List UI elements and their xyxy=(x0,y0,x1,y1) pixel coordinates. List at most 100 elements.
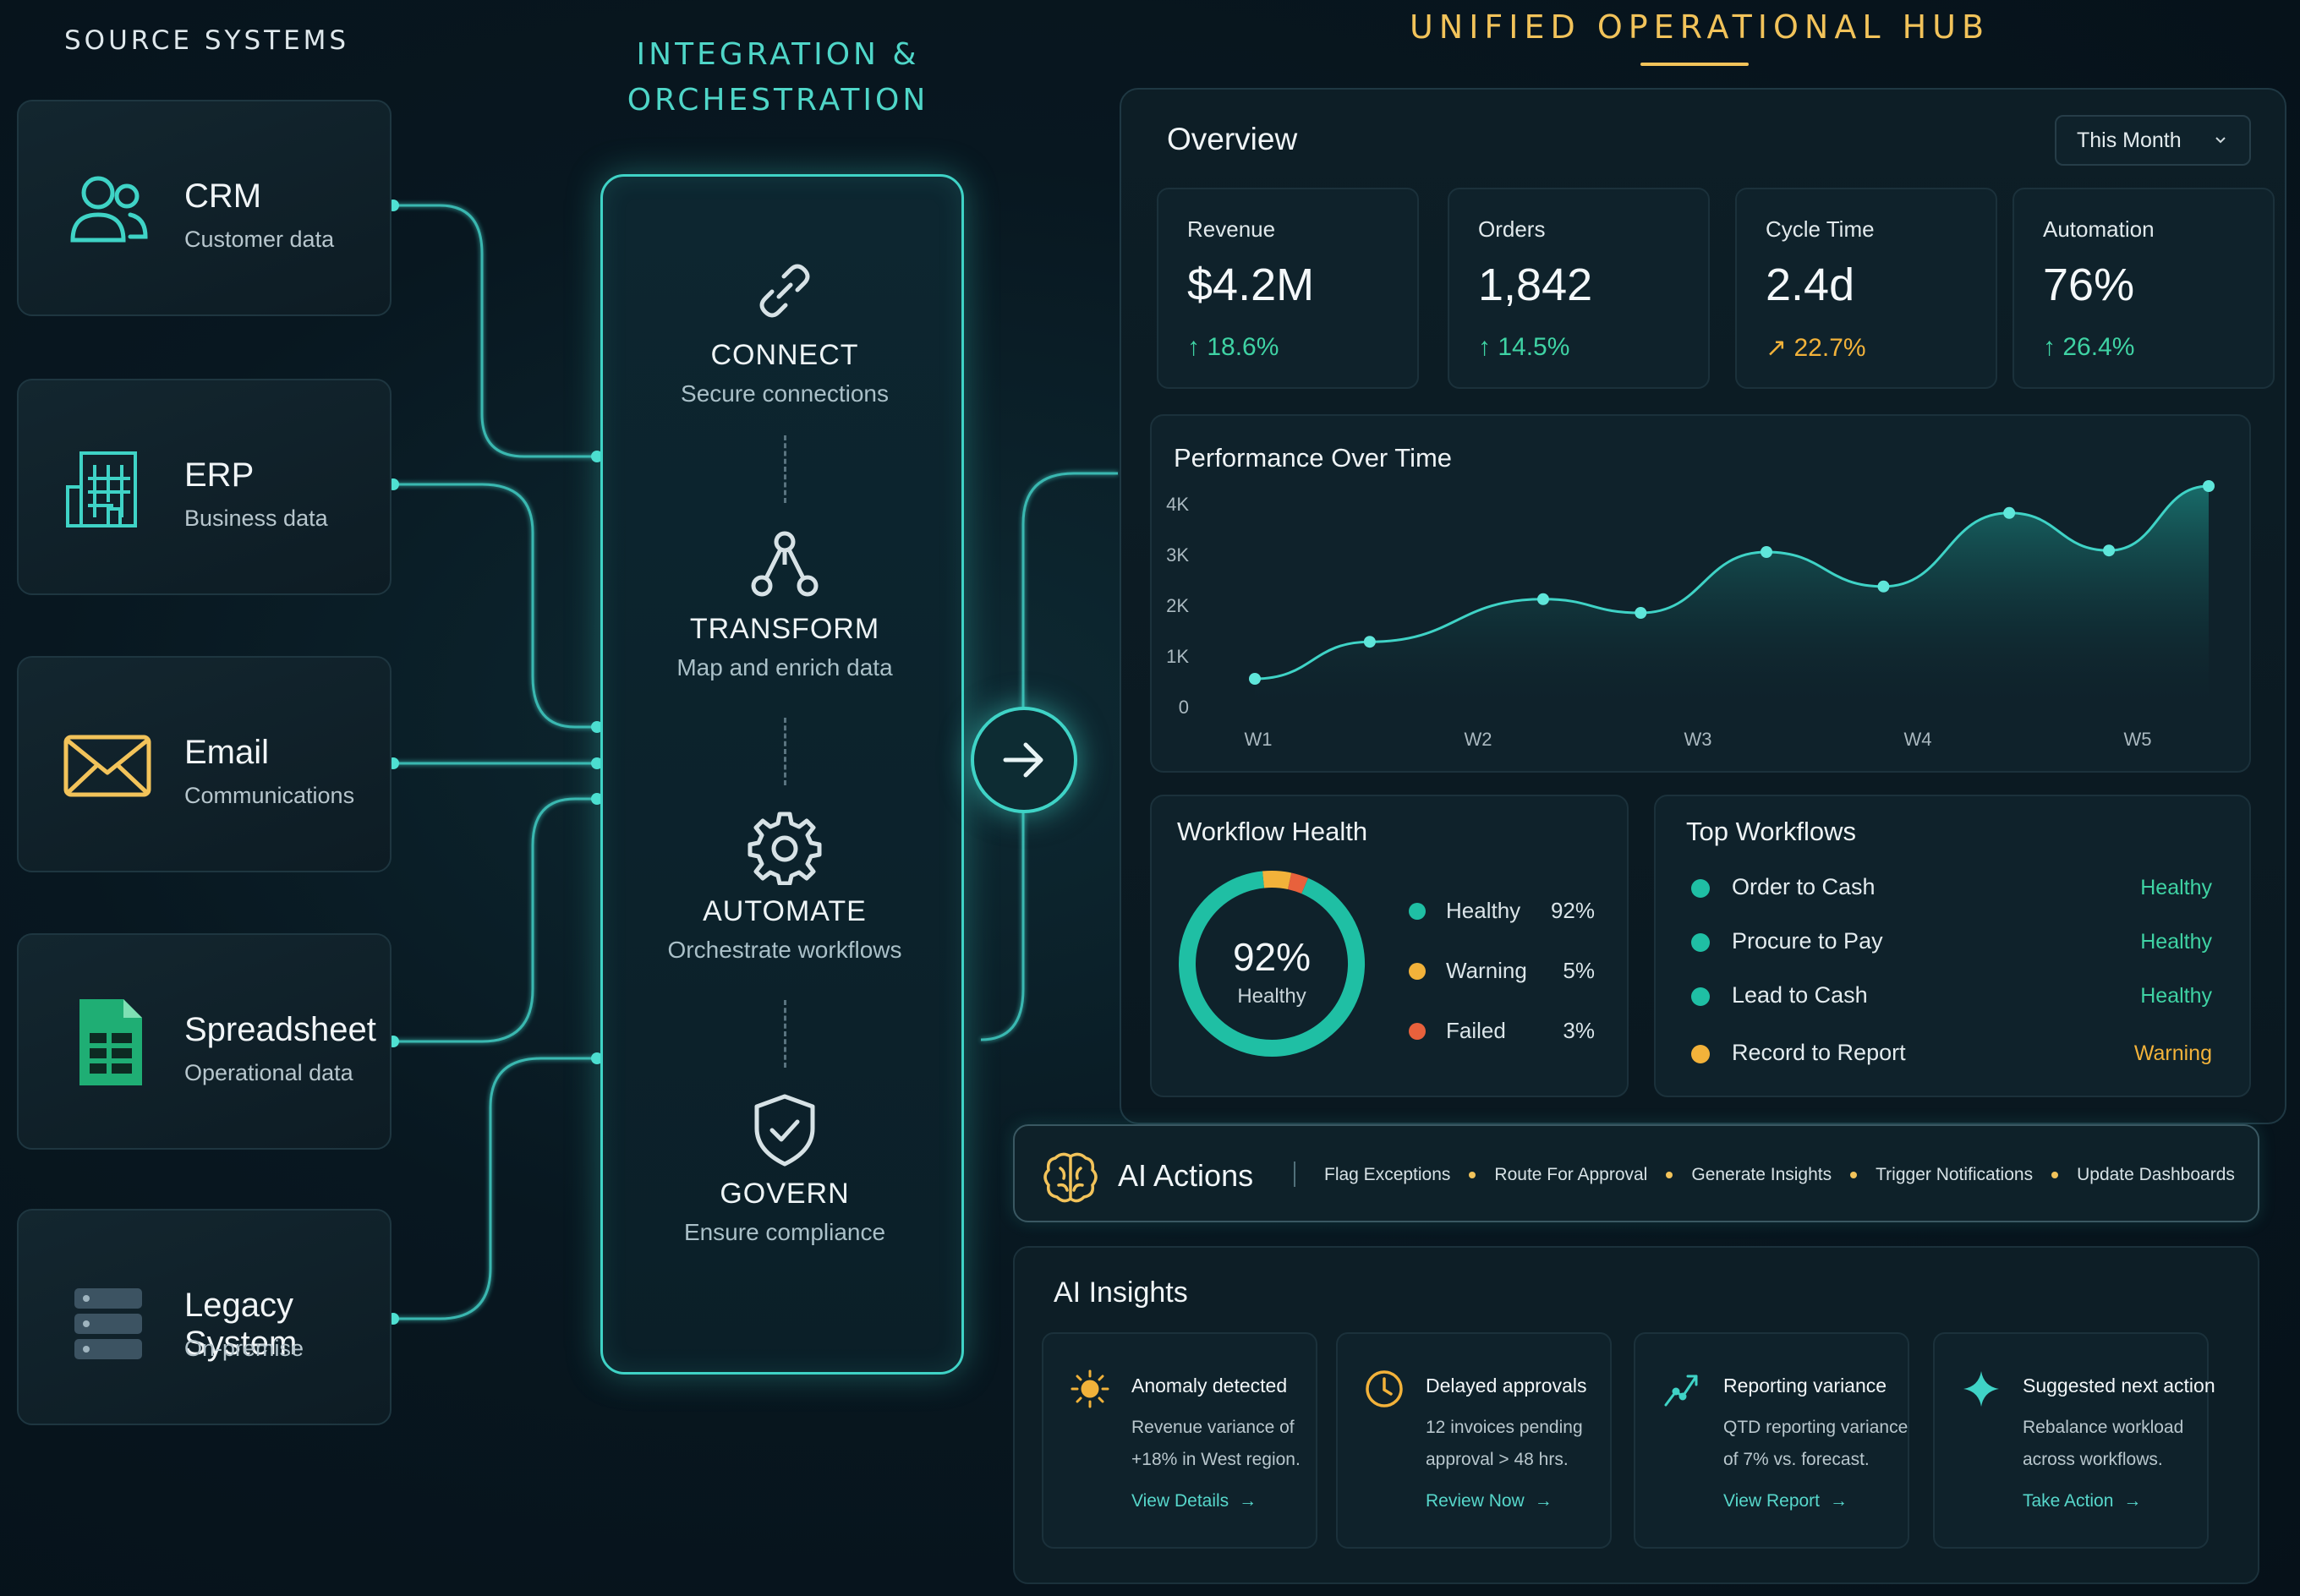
kpi-card-automation[interactable]: Automation 76% ↑ 26.4% xyxy=(2012,188,2275,389)
integration-title-line1: INTEGRATION & xyxy=(636,37,920,72)
kpi-label: Revenue xyxy=(1187,216,1276,242)
period-select[interactable]: This Month xyxy=(2055,115,2251,166)
source-card-crm[interactable]: CRM Customer data xyxy=(17,100,392,316)
workflow-status: Healthy xyxy=(2140,984,2212,1008)
kpi-card-orders[interactable]: Orders 1,842 ↑ 14.5% xyxy=(1448,188,1710,389)
clock-icon xyxy=(1366,1370,1403,1407)
insight-body: QTD reporting variance of 7% vs. forecas… xyxy=(1723,1412,1909,1476)
view-details-link[interactable]: View Details → xyxy=(1131,1491,1257,1511)
action-trigger-notifications[interactable]: Trigger Notifications xyxy=(1876,1165,2034,1184)
workflow-status: Healthy xyxy=(2140,876,2212,899)
donut-segment-failed[interactable] xyxy=(1287,872,1309,894)
workflow-name: Lead to Cash xyxy=(1732,982,1868,1008)
health-legend-failed: Failed 3% xyxy=(1409,1016,1595,1047)
hub-title: UNIFIED OPERATIONAL HUB xyxy=(1409,8,1991,46)
donut-segment-healthy[interactable] xyxy=(1179,871,1365,1057)
step-connect[interactable]: CONNECT Secure connections xyxy=(603,253,967,407)
insight-body-line: +18% in West region. xyxy=(1131,1450,1301,1469)
step-desc: Orchestrate workflows xyxy=(667,937,902,963)
status-dot xyxy=(1691,1045,1710,1063)
kpi-card-revenue[interactable]: Revenue $4.2M ↑ 18.6% xyxy=(1157,188,1419,389)
insight-card-reporting-variance[interactable]: Reporting variance QTD reporting varianc… xyxy=(1634,1332,1909,1549)
review-now-link[interactable]: Review Now → xyxy=(1426,1491,1552,1511)
action-separator xyxy=(1850,1172,1858,1178)
step-divider xyxy=(784,435,786,503)
chart-point[interactable] xyxy=(1249,673,1261,685)
step-desc: Secure connections xyxy=(681,380,889,407)
source-card-erp[interactable]: ERP Business data xyxy=(17,379,392,595)
action-flag-exceptions[interactable]: Flag Exceptions xyxy=(1324,1165,1451,1184)
chart-point[interactable] xyxy=(1877,580,1890,593)
step-govern[interactable]: GOVERN Ensure compliance xyxy=(603,1091,967,1246)
spreadsheet-icon xyxy=(79,999,142,1085)
insight-body-line: approval > 48 hrs. xyxy=(1426,1450,1569,1469)
kpi-delta: ↑ 14.5% xyxy=(1478,333,1569,362)
chart-point[interactable] xyxy=(2103,544,2116,557)
insight-card-anomaly[interactable]: Anomaly detected Revenue variance of +18… xyxy=(1042,1332,1317,1549)
integration-title-line2: ORCHESTRATION xyxy=(627,83,929,118)
source-systems-title: SOURCE SYSTEMS xyxy=(64,25,350,56)
envelope-icon xyxy=(63,735,151,797)
donut-segment-warning[interactable] xyxy=(1262,871,1292,890)
insight-card-suggested-action[interactable]: Suggested next action Rebalance workload… xyxy=(1933,1332,2215,1549)
insight-body-line: Revenue variance of xyxy=(1131,1418,1295,1437)
wire-crm xyxy=(393,204,597,458)
kpi-value: 2.4d xyxy=(1766,260,1855,310)
kpi-delta-value: 26.4% xyxy=(2062,333,2135,361)
source-name: Legacy System xyxy=(184,1287,298,1362)
integration-title: INTEGRATION & ORCHESTRATION xyxy=(592,32,964,123)
chart-point[interactable] xyxy=(2003,506,2016,519)
source-desc: On-premise xyxy=(184,1336,304,1361)
kpi-value: 76% xyxy=(2043,260,2135,310)
chart-point[interactable] xyxy=(1635,607,1647,619)
source-name: Email xyxy=(184,734,270,771)
flow-arrow-button[interactable] xyxy=(971,707,1077,813)
hub-title-underline xyxy=(1640,63,1749,66)
kpi-label: Automation xyxy=(2043,216,2155,242)
workflow-row[interactable]: Lead to Cash Healthy xyxy=(1691,979,2212,1013)
action-update-dashboards[interactable]: Update Dashboards xyxy=(2077,1165,2235,1184)
chart-point[interactable] xyxy=(1536,593,1549,605)
legend-name: Healthy xyxy=(1446,898,1521,923)
source-card-email[interactable]: Email Communications xyxy=(17,656,392,872)
integration-panel: CONNECT Secure connections TRANSFORM Map… xyxy=(600,174,964,1375)
step-automate[interactable]: AUTOMATE Orchestrate workflows xyxy=(603,809,967,964)
workflow-row[interactable]: Procure to Pay Healthy xyxy=(1691,925,2212,959)
insight-body-line: of 7% vs. forecast. xyxy=(1723,1450,1870,1469)
source-desc: Customer data xyxy=(184,227,335,252)
link-label: View Report xyxy=(1723,1491,1821,1511)
workflow-row[interactable]: Record to Report Warning xyxy=(1691,1036,2212,1070)
building-icon xyxy=(66,451,137,527)
workflow-row[interactable]: Order to Cash Healthy xyxy=(1691,871,2212,905)
kpi-card-cycle-time[interactable]: Cycle Time 2.4d ↗ 22.7% xyxy=(1735,188,1997,389)
x-tick-label: W2 xyxy=(1465,729,1492,750)
action-route-for-approval[interactable]: Route For Approval xyxy=(1494,1165,1648,1184)
step-name: AUTOMATE xyxy=(703,895,867,927)
legend-pct: 3% xyxy=(1563,1018,1595,1043)
insight-body-line: 12 invoices pending xyxy=(1426,1418,1583,1437)
status-dot xyxy=(1691,987,1710,1006)
chart-area xyxy=(1255,486,2209,707)
insight-body-line: Rebalance workload xyxy=(2023,1418,2184,1437)
insight-card-delayed-approvals[interactable]: Delayed approvals 12 invoices pending ap… xyxy=(1336,1332,1612,1549)
arrow-up-icon: ↑ xyxy=(2043,333,2063,361)
shield-check-icon xyxy=(754,1094,815,1167)
chart-point[interactable] xyxy=(2203,480,2215,492)
kpi-value: 1,842 xyxy=(1478,260,1593,310)
source-card-legacy-system[interactable]: Legacy System On-premise xyxy=(17,1209,392,1425)
chart-point[interactable] xyxy=(1363,636,1376,648)
users-icon xyxy=(70,176,148,243)
step-transform[interactable]: TRANSFORM Map and enrich data xyxy=(603,527,967,681)
take-action-link[interactable]: Take Action → xyxy=(2023,1491,2141,1511)
action-generate-insights[interactable]: Generate Insights xyxy=(1691,1165,1832,1184)
chevron-down-icon xyxy=(2215,137,2226,144)
wire-legacy xyxy=(393,1057,597,1320)
insight-body: Revenue variance of +18% in West region. xyxy=(1131,1412,1317,1476)
source-name: ERP xyxy=(184,456,255,494)
source-card-spreadsheet[interactable]: Spreadsheet Operational data xyxy=(17,933,392,1150)
chart-point[interactable] xyxy=(1761,546,1773,558)
legend-name: Failed xyxy=(1446,1018,1506,1043)
action-separator xyxy=(1469,1172,1476,1178)
view-report-link[interactable]: View Report → xyxy=(1723,1491,1848,1511)
y-tick-label: 4K xyxy=(1166,494,1189,515)
